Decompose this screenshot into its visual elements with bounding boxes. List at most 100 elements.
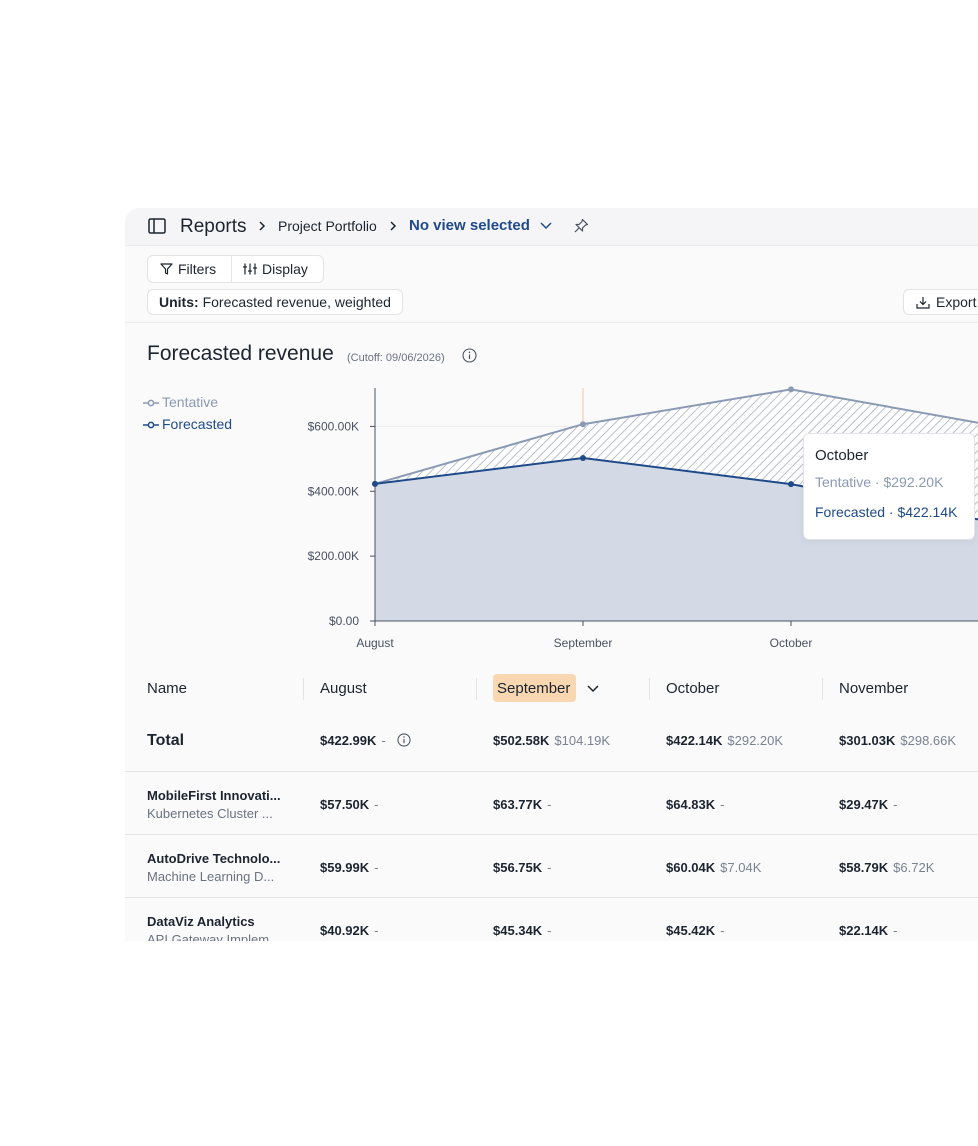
toolbar-divider <box>231 256 232 282</box>
forecasted-point <box>580 455 586 462</box>
legend-marker-tentative-icon <box>143 399 159 407</box>
tooltip-tentative: Tentative · $292.20K <box>815 474 944 490</box>
column-header-september[interactable]: September <box>497 680 571 697</box>
column-header-august[interactable]: August <box>320 680 367 697</box>
cell-october: $60.04K $7.04K <box>666 860 762 875</box>
cell-september: $63.77K - <box>493 797 552 812</box>
cell-november: $29.47K - <box>839 797 898 812</box>
column-divider <box>476 678 477 700</box>
table-row[interactable]: AutoDrive Technolo... Machine Learning D… <box>125 835 978 898</box>
units-chip[interactable]: Units: Forecasted revenue, weighted <box>147 289 403 315</box>
view-selector[interactable]: No view selected <box>409 217 553 234</box>
filter-display-group: Filters Display <box>147 255 324 283</box>
legend-item-forecasted[interactable]: Forecasted <box>143 413 232 435</box>
project-name: Kubernetes Cluster ... <box>147 806 273 821</box>
chevron-down-icon[interactable] <box>586 684 600 694</box>
cell-october: $64.83K - <box>666 797 725 812</box>
x-tick-label: October <box>770 636 813 650</box>
export-button[interactable]: Export <box>903 289 978 315</box>
header-bar: Reports Project Portfolio No view select… <box>125 208 978 246</box>
x-tick-label: September <box>554 636 613 650</box>
chart-points <box>372 386 794 488</box>
cell-august: $57.50K - <box>320 797 379 812</box>
table-row-total: Total $422.99K - $502.58K $104.19K $422.14… <box>125 710 978 772</box>
client-name: AutoDrive Technolo... <box>147 851 281 866</box>
legend-marker-forecasted-icon <box>143 421 159 429</box>
column-header-name[interactable]: Name <box>147 680 188 697</box>
total-cell-october: $422.14K $292.20K <box>666 733 784 748</box>
chevron-right-icon <box>259 221 266 231</box>
units-label: Units: <box>159 294 199 310</box>
row-divider <box>125 771 978 772</box>
breadcrumb-project-portfolio[interactable]: Project Portfolio <box>278 218 377 234</box>
forecasted-point <box>788 481 794 488</box>
total-cell-august: $422.99K - <box>320 733 411 748</box>
cell-september: $56.75K - <box>493 860 552 875</box>
y-tick-label: $0.00 <box>329 614 359 628</box>
column-divider <box>303 678 304 700</box>
breadcrumb-reports[interactable]: Reports <box>180 216 247 237</box>
pin-icon[interactable] <box>573 218 589 234</box>
column-divider <box>822 678 823 700</box>
cell-september: $45.34K - <box>493 923 552 938</box>
x-tick-label: August <box>356 636 394 650</box>
y-tick-label: $600.00K <box>308 419 359 433</box>
row-divider <box>125 834 978 835</box>
chart-axes <box>370 388 978 626</box>
forecasted-point <box>372 480 378 487</box>
row-name-cell: AutoDrive Technolo... Machine Learning D… <box>147 851 280 884</box>
table-row[interactable]: DataViz Analytics API Gateway Implem... … <box>125 898 978 941</box>
cell-november: $58.79K $6.72K <box>839 860 935 875</box>
table-header: Name August September October November <box>125 670 978 710</box>
tentative-line <box>374 388 978 485</box>
chevron-down-icon <box>540 222 552 230</box>
chart-tooltip: October Tentative · $292.20K Forecasted … <box>803 433 975 540</box>
chevron-right-icon <box>390 221 397 231</box>
filters-button[interactable]: Filters <box>160 256 216 282</box>
cell-august: $59.99K - <box>320 860 379 875</box>
chart-cutoff-date: (Cutoff: 09/06/2026) <box>347 352 445 364</box>
section-divider <box>125 322 978 323</box>
info-icon[interactable] <box>462 348 477 363</box>
filters-label: Filters <box>178 261 217 277</box>
display-button[interactable]: Display <box>243 256 308 282</box>
row-divider <box>125 897 978 898</box>
tooltip-forecasted: Forecasted · $422.14K <box>815 504 958 520</box>
chart-title: Forecasted revenue <box>147 342 334 365</box>
y-tick-label: $400.00K <box>308 484 359 498</box>
client-name: MobileFirst Innovati... <box>147 788 281 803</box>
filter-icon <box>160 263 173 275</box>
tentative-point <box>788 386 794 393</box>
legend-label-forecasted: Forecasted <box>162 416 233 432</box>
units-value: Forecasted revenue, weighted <box>202 294 391 310</box>
tooltip-title: October <box>815 447 869 464</box>
column-header-september-highlight <box>493 674 576 702</box>
total-label: Total <box>147 732 185 749</box>
sliders-icon <box>243 263 257 275</box>
client-name: DataViz Analytics <box>147 914 255 929</box>
project-name: API Gateway Implem... <box>147 932 280 941</box>
y-tick-label: $200.00K <box>308 549 359 563</box>
cell-august: $40.92K - <box>320 923 379 938</box>
cell-november: $22.14K - <box>839 923 898 938</box>
legend-label-tentative: Tentative <box>162 394 219 410</box>
info-icon[interactable] <box>397 733 411 747</box>
tentative-point <box>580 421 586 428</box>
view-selector-label: No view selected <box>409 217 530 234</box>
row-name-cell: DataViz Analytics API Gateway Implem... <box>147 914 280 941</box>
legend-item-tentative[interactable]: Tentative <box>143 391 232 413</box>
table-row[interactable]: MobileFirst Innovati... Kubernetes Clust… <box>125 772 978 835</box>
sidebar-toggle-icon[interactable] <box>148 218 166 234</box>
chart-tick-labels: $0.00 $200.00K $400.00K $600.00K August Septe… <box>308 419 813 650</box>
cell-october: $45.42K - <box>666 923 725 938</box>
project-name: Machine Learning D... <box>147 869 275 884</box>
report-panel: Reports Project Portfolio No view select… <box>125 208 978 941</box>
column-divider <box>649 678 650 700</box>
total-cell-september: $502.58K $104.19K <box>493 733 611 748</box>
total-cell-november: $301.03K $298.66K <box>839 733 957 748</box>
column-header-november[interactable]: November <box>839 680 909 697</box>
export-label: Export <box>936 294 977 310</box>
column-header-october[interactable]: October <box>666 680 720 697</box>
display-label: Display <box>262 261 308 277</box>
row-name-cell: MobileFirst Innovati... Kubernetes Clust… <box>147 788 281 821</box>
